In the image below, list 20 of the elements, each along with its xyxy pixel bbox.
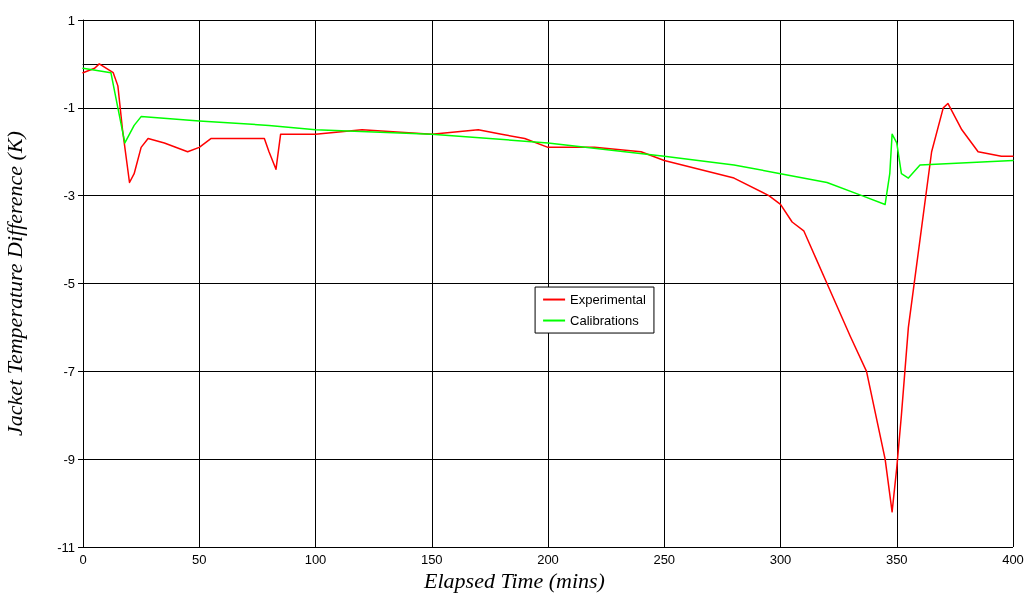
x-tick-label: 100 — [304, 552, 327, 567]
y-tick-label: -5 — [63, 276, 75, 291]
y-tick-label: -1 — [63, 100, 75, 116]
x-axis-title: Elapsed Time (mins) — [423, 567, 605, 593]
x-tick-label: 200 — [537, 552, 559, 567]
x-tick-label: 0 — [79, 552, 87, 567]
legend-label: Experimental — [570, 292, 647, 308]
x-tick-label: 50 — [192, 552, 207, 567]
x-tick-label: 400 — [1002, 552, 1024, 567]
x-tick-label: 150 — [420, 552, 443, 567]
y-axis-title: Jacket Temperature Difference (K) — [1, 131, 27, 436]
y-tick-label: -9 — [63, 451, 75, 467]
y-tick-label: -3 — [63, 188, 75, 204]
y-tick-label: -11 — [57, 539, 75, 555]
x-tick-label: 250 — [653, 552, 676, 567]
y-tick-label: -7 — [63, 363, 75, 379]
y-tick-label: 1 — [67, 12, 75, 28]
legend-label: Calibrations — [570, 313, 640, 329]
x-tick-label: 300 — [769, 552, 792, 567]
x-tick-label: 350 — [885, 552, 908, 567]
